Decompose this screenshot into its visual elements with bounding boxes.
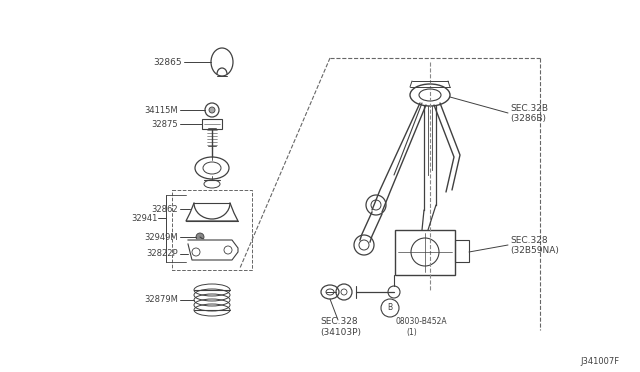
Text: 32865: 32865 (154, 58, 182, 67)
Text: (34103P): (34103P) (320, 327, 361, 337)
Text: 32949M: 32949M (145, 232, 178, 241)
Text: 08030-B452A: 08030-B452A (396, 317, 447, 327)
Circle shape (209, 107, 215, 113)
Text: 32822P: 32822P (147, 250, 178, 259)
Bar (455, 240, 469, 262)
Circle shape (196, 233, 204, 241)
Text: (3286B): (3286B) (510, 113, 546, 122)
Text: (32B59NA): (32B59NA) (510, 246, 559, 254)
Polygon shape (188, 240, 238, 260)
Text: SEC.32B: SEC.32B (510, 103, 548, 112)
Bar (202, 119, 222, 129)
Bar (172, 190, 252, 270)
Text: 32879M: 32879M (144, 295, 178, 305)
Text: SEC.328: SEC.328 (510, 235, 548, 244)
Text: (1): (1) (406, 327, 417, 337)
Bar (395, 230, 455, 275)
Text: 34115M: 34115M (145, 106, 178, 115)
Text: 32875: 32875 (152, 119, 178, 128)
Text: B: B (387, 304, 392, 312)
Text: 32862: 32862 (152, 205, 178, 214)
Text: J341007F: J341007F (581, 357, 620, 366)
Text: 32941: 32941 (132, 214, 158, 222)
Text: SEC.328: SEC.328 (320, 317, 358, 327)
